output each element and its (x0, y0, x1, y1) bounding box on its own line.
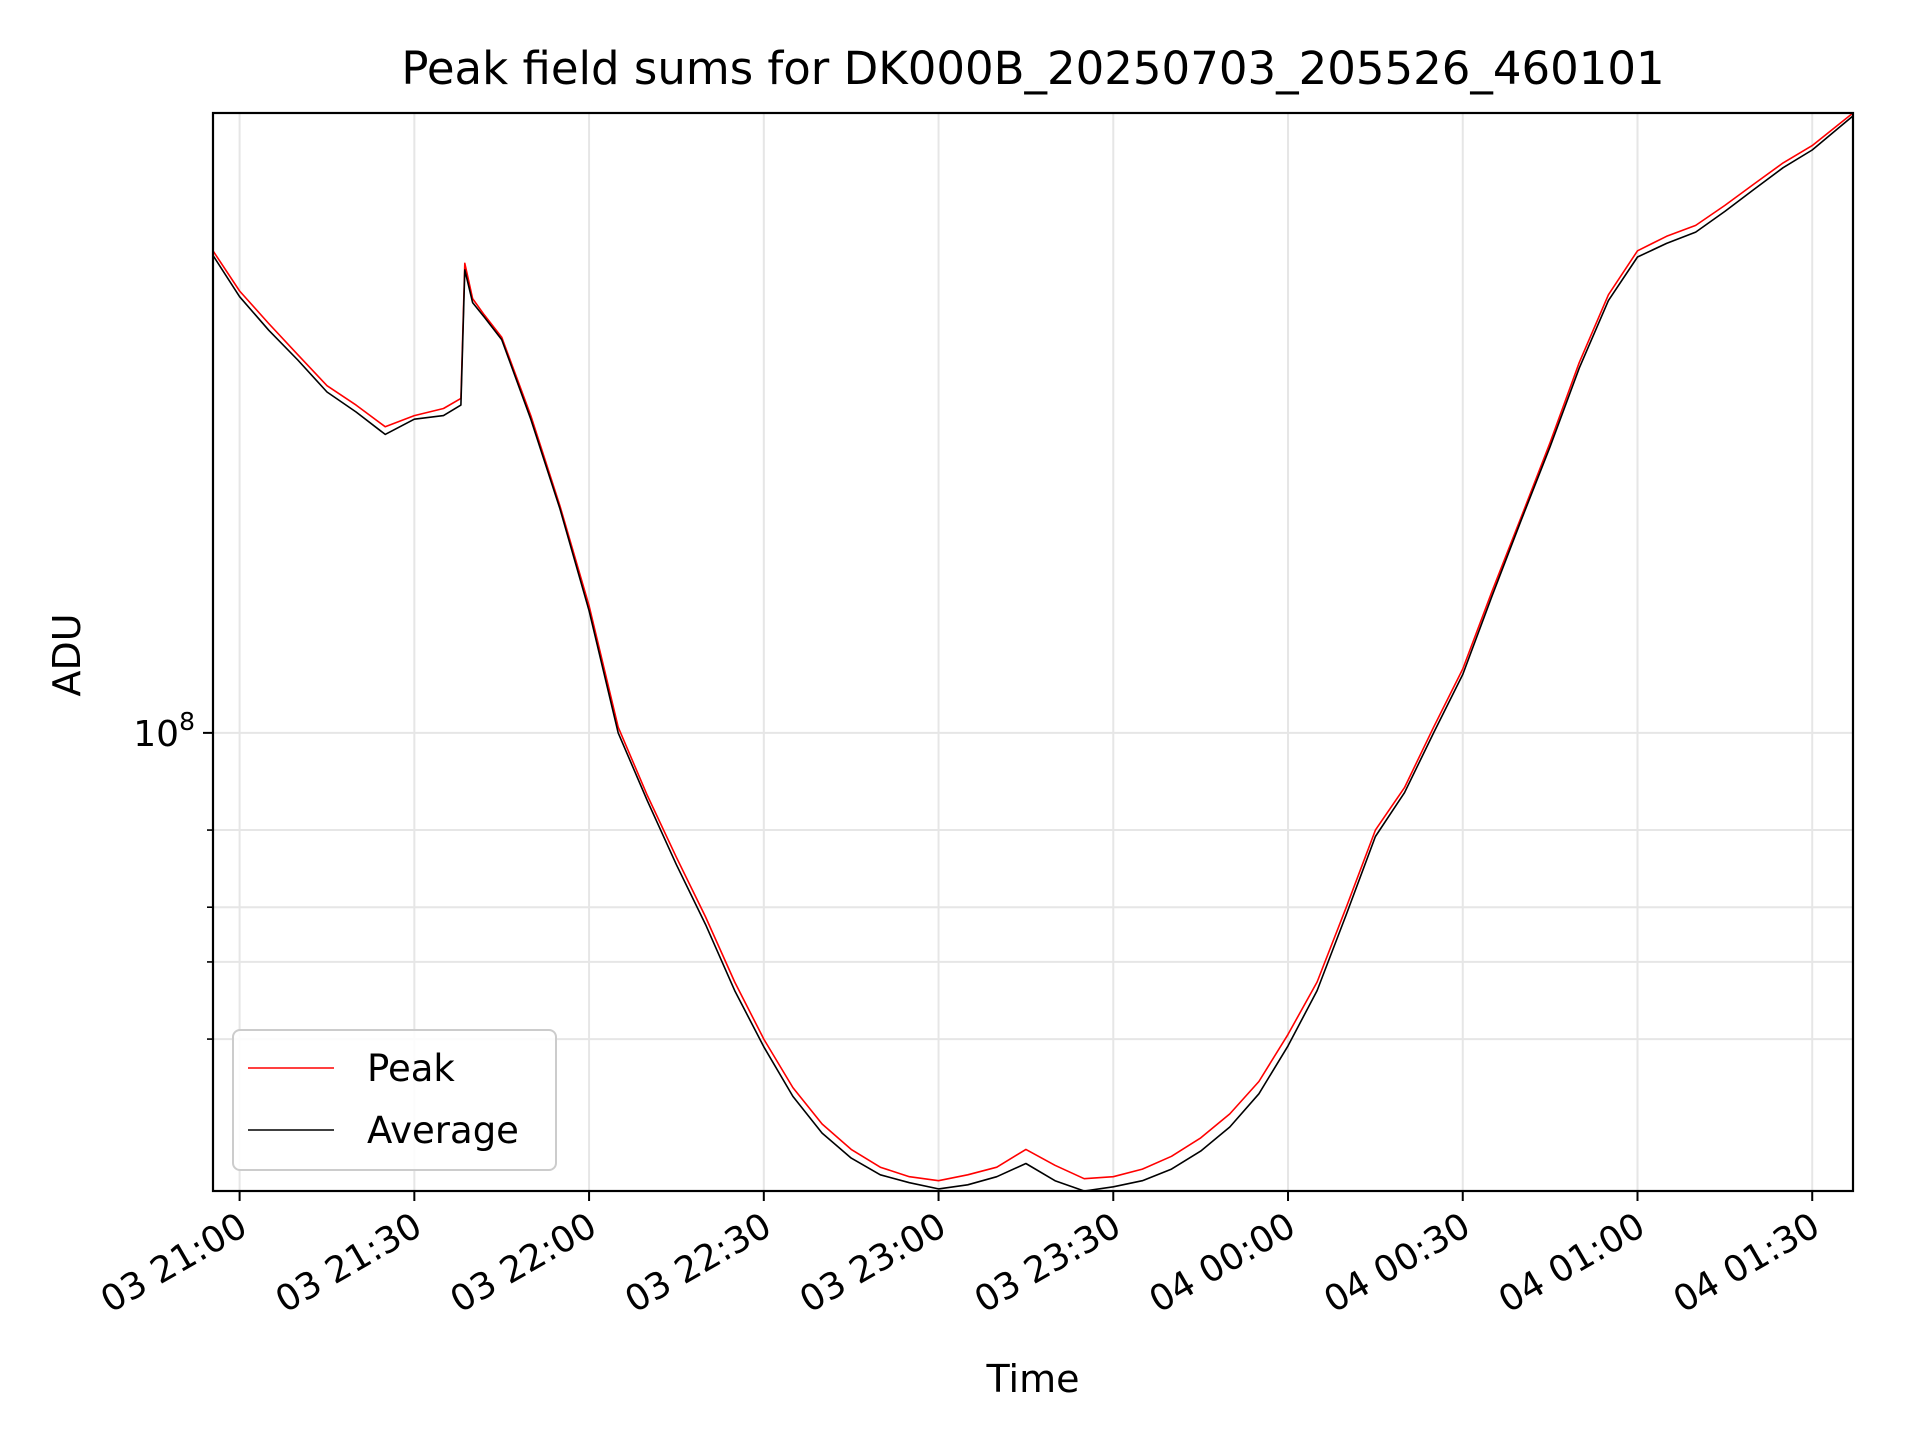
chart-title: Peak field sums for DK000B_20250703_2055… (401, 42, 1664, 95)
legend-box (232, 1029, 557, 1171)
legend-label-average: Average (367, 1109, 519, 1152)
x-axis-label: Time (986, 1357, 1080, 1401)
legend: Peak Average (232, 1029, 557, 1171)
grid-lines (213, 113, 1853, 1191)
y-tick-label: 108 (133, 707, 195, 755)
plot-frame (211, 111, 1855, 1193)
series-lines (213, 113, 1853, 1191)
series-line-average (213, 115, 1853, 1191)
y-axis-label: ADU (45, 613, 89, 696)
y-axis-ticks: 108 (133, 707, 213, 1040)
legend-label-peak: Peak (367, 1047, 455, 1090)
